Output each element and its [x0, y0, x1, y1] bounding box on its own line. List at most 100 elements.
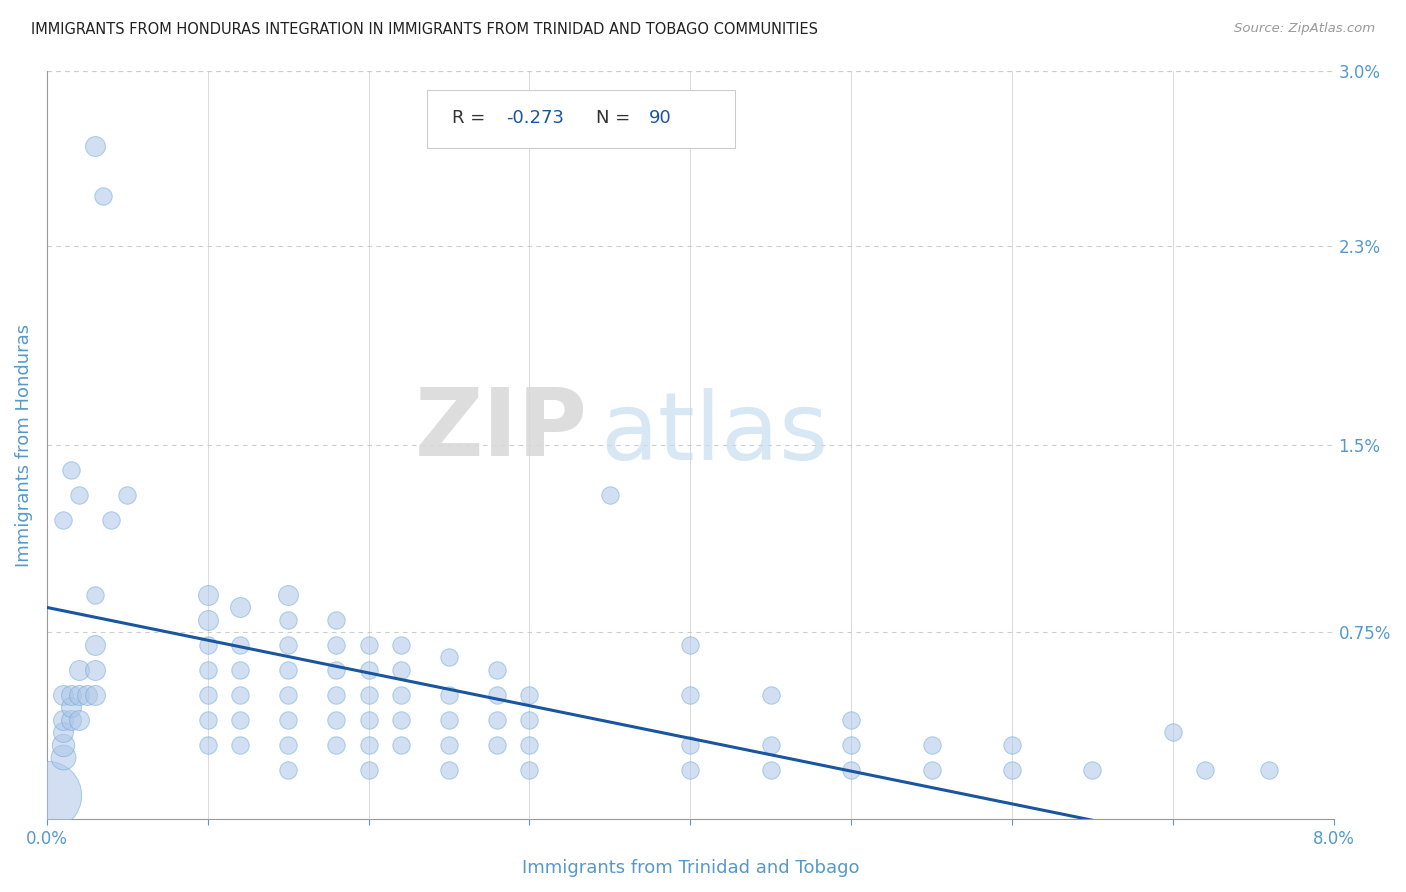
Point: [52, 738, 75, 752]
Point: [1258, 763, 1281, 777]
Point: [325, 688, 347, 702]
Text: Source: ZipAtlas.com: Source: ZipAtlas.com: [1234, 22, 1375, 36]
Point: [486, 738, 509, 752]
Point: [52, 725, 75, 739]
Point: [357, 763, 380, 777]
Y-axis label: Immigrants from Honduras: Immigrants from Honduras: [15, 324, 32, 566]
Point: [921, 738, 943, 752]
Point: [839, 738, 862, 752]
Point: [52, 713, 75, 727]
Text: R =: R =: [453, 109, 491, 128]
Point: [679, 763, 702, 777]
Point: [277, 638, 299, 652]
Point: [679, 738, 702, 752]
Point: [52, 513, 75, 527]
Point: [67, 663, 90, 677]
Point: [389, 738, 412, 752]
Point: [759, 763, 782, 777]
Point: [60, 700, 83, 714]
Point: [519, 738, 541, 752]
Point: [679, 688, 702, 702]
Point: [197, 688, 219, 702]
Point: [921, 763, 943, 777]
Point: [84, 139, 107, 153]
Point: [519, 713, 541, 727]
Point: [759, 688, 782, 702]
Point: [357, 638, 380, 652]
Point: [1001, 738, 1024, 752]
Point: [84, 638, 107, 652]
Point: [519, 688, 541, 702]
Point: [1081, 763, 1104, 777]
Point: [357, 688, 380, 702]
Text: 90: 90: [650, 109, 672, 128]
Point: [437, 738, 460, 752]
Point: [277, 588, 299, 602]
Point: [76, 688, 98, 702]
Text: atlas: atlas: [600, 388, 828, 480]
Point: [229, 600, 252, 615]
Point: [277, 713, 299, 727]
Point: [229, 738, 252, 752]
Point: [389, 713, 412, 727]
Text: N =: N =: [596, 109, 637, 128]
Point: [1161, 725, 1184, 739]
Point: [229, 638, 252, 652]
Point: [437, 650, 460, 665]
Point: [599, 488, 621, 502]
Point: [437, 688, 460, 702]
Point: [67, 688, 90, 702]
Point: [67, 488, 90, 502]
Point: [325, 738, 347, 752]
Point: [277, 613, 299, 627]
Text: ZIP: ZIP: [415, 384, 588, 476]
Point: [437, 763, 460, 777]
Point: [325, 713, 347, 727]
Text: -0.273: -0.273: [506, 109, 564, 128]
Point: [117, 488, 139, 502]
X-axis label: Immigrants from Trinidad and Tobago: Immigrants from Trinidad and Tobago: [522, 859, 859, 877]
Point: [197, 738, 219, 752]
Point: [325, 613, 347, 627]
Point: [91, 189, 114, 203]
Point: [67, 713, 90, 727]
Point: [437, 713, 460, 727]
Point: [1001, 763, 1024, 777]
Point: [325, 638, 347, 652]
Point: [197, 713, 219, 727]
Point: [60, 688, 83, 702]
Point: [60, 713, 83, 727]
Point: [839, 763, 862, 777]
Point: [197, 638, 219, 652]
Point: [84, 588, 107, 602]
Point: [389, 638, 412, 652]
Point: [486, 688, 509, 702]
Point: [197, 613, 219, 627]
Point: [277, 688, 299, 702]
Point: [229, 663, 252, 677]
Point: [52, 750, 75, 764]
Point: [679, 638, 702, 652]
Point: [277, 663, 299, 677]
Point: [52, 688, 75, 702]
Point: [277, 738, 299, 752]
Point: [839, 713, 862, 727]
Point: [357, 713, 380, 727]
Point: [229, 688, 252, 702]
Point: [325, 663, 347, 677]
Point: [357, 663, 380, 677]
Point: [277, 763, 299, 777]
Point: [197, 588, 219, 602]
Point: [486, 713, 509, 727]
Point: [197, 663, 219, 677]
Point: [60, 463, 83, 477]
Point: [759, 738, 782, 752]
Point: [84, 663, 107, 677]
Point: [486, 663, 509, 677]
Point: [35, 788, 58, 802]
Point: [357, 738, 380, 752]
Point: [100, 513, 122, 527]
Point: [389, 663, 412, 677]
Text: IMMIGRANTS FROM HONDURAS INTEGRATION IN IMMIGRANTS FROM TRINIDAD AND TOBAGO COMM: IMMIGRANTS FROM HONDURAS INTEGRATION IN …: [31, 22, 818, 37]
Point: [1194, 763, 1216, 777]
